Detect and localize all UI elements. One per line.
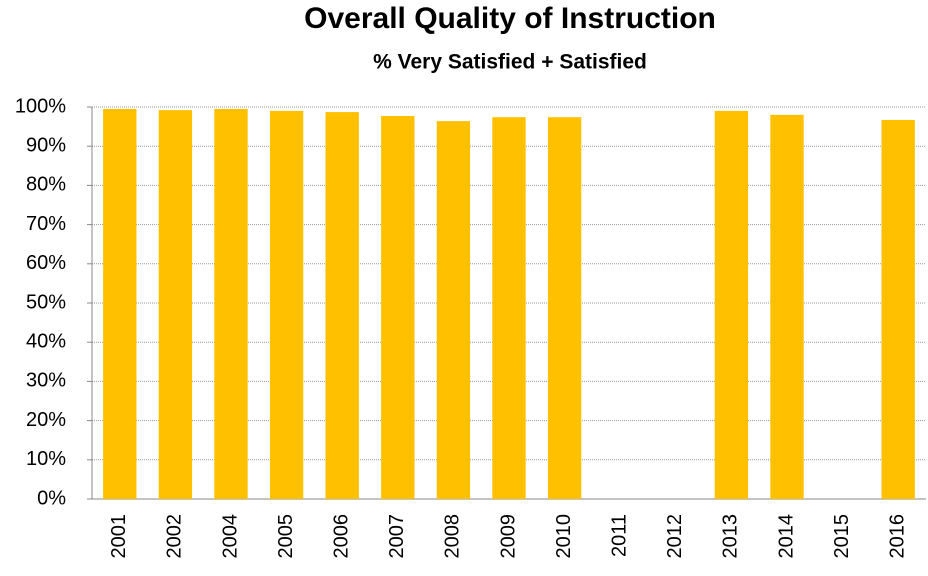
y-tick-label: 10% xyxy=(26,448,66,470)
y-tick-label: 40% xyxy=(26,330,66,352)
bar xyxy=(269,110,304,500)
bar xyxy=(881,119,915,499)
chart-subtitle: % Very Satisfied + Satisfied xyxy=(373,51,647,74)
x-tick-label: 2007 xyxy=(386,514,408,559)
y-tick-label: 60% xyxy=(26,252,66,274)
x-tick-label: 2002 xyxy=(164,514,186,559)
y-tick-label: 0% xyxy=(37,487,66,509)
bar xyxy=(770,114,804,499)
x-tick-label: 2004 xyxy=(219,514,241,559)
x-tick-label: 2016 xyxy=(886,514,908,559)
bar xyxy=(158,110,193,500)
bar xyxy=(714,110,749,500)
y-tick-label: 70% xyxy=(26,213,66,235)
x-tick-label: 2014 xyxy=(775,514,797,559)
y-tick-label: 20% xyxy=(26,409,66,431)
x-tick-label: 2013 xyxy=(720,514,742,559)
x-tick-label: 2009 xyxy=(497,514,519,559)
bar xyxy=(325,112,359,499)
bar xyxy=(214,108,248,500)
x-tick-label: 2010 xyxy=(553,514,575,559)
x-tick-label: 2015 xyxy=(831,514,853,559)
x-tick-label: 2012 xyxy=(664,514,686,559)
y-tick-label: 30% xyxy=(26,370,66,392)
x-tick-label: 2005 xyxy=(275,514,297,559)
bar xyxy=(381,116,415,500)
x-tick-label: 2001 xyxy=(108,514,130,559)
bar xyxy=(492,117,526,499)
y-tick-label: 80% xyxy=(26,174,66,196)
x-tick-label: 2008 xyxy=(442,514,464,559)
bar xyxy=(103,108,137,500)
x-tick-label: 2006 xyxy=(330,514,352,559)
chart-title: Overall Quality of Instruction xyxy=(304,2,716,35)
y-tick-label: 100% xyxy=(15,95,66,117)
bar xyxy=(436,121,471,499)
y-tick-label: 90% xyxy=(26,134,66,156)
bar xyxy=(547,117,582,499)
x-tick-label: 2011 xyxy=(608,514,630,557)
y-tick-label: 50% xyxy=(26,291,66,313)
